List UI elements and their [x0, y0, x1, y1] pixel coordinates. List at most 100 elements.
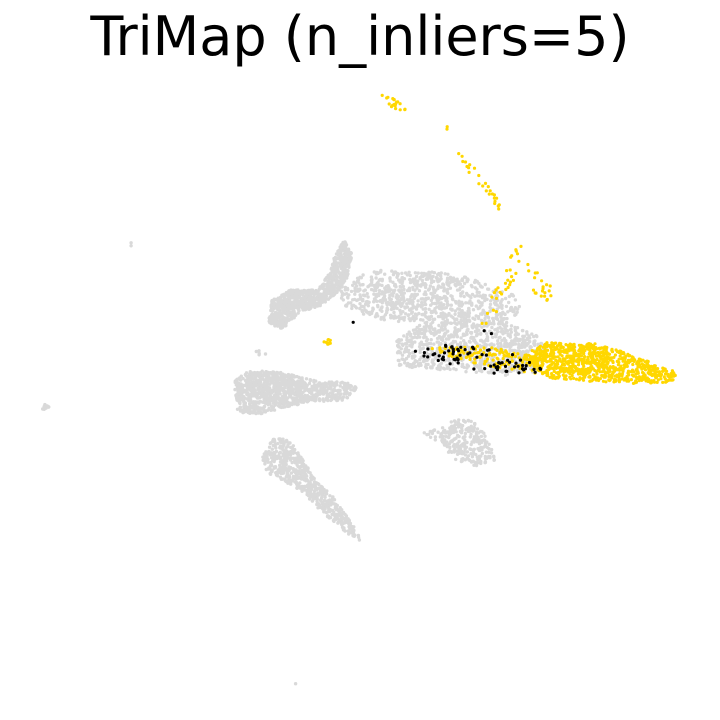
gray-point — [335, 256, 340, 260]
gray-point — [391, 272, 396, 277]
gray-point — [457, 307, 462, 311]
gray-point — [447, 334, 451, 338]
gray-point — [290, 313, 294, 318]
gray-point — [322, 292, 327, 296]
gray-point — [233, 380, 237, 385]
gray-point — [465, 440, 469, 445]
gray-point — [430, 358, 435, 362]
gray-point — [376, 305, 380, 309]
gray-point — [275, 373, 279, 378]
gray-point — [427, 432, 431, 436]
gray-point — [337, 396, 341, 400]
gray-point — [271, 377, 276, 382]
gray-point — [308, 485, 313, 489]
yellow-point — [515, 252, 520, 256]
yellow-point — [593, 342, 597, 346]
gray-point — [300, 383, 304, 387]
gray-point — [415, 292, 420, 297]
gray-point — [339, 261, 343, 266]
gray-point — [454, 457, 458, 462]
gray-point — [474, 463, 479, 468]
gray-point — [402, 334, 406, 338]
gray-point — [378, 308, 382, 312]
gray-point — [332, 286, 336, 290]
gray-point — [268, 441, 272, 446]
gray-point — [263, 352, 268, 356]
yellow-point — [601, 379, 606, 383]
gray-point — [266, 370, 270, 375]
gray-point — [341, 395, 346, 399]
gray-point — [454, 317, 459, 321]
gray-point — [420, 274, 424, 279]
yellow-point — [481, 184, 485, 188]
gray-point — [389, 288, 393, 292]
gray-point — [443, 272, 447, 276]
gray-point — [294, 288, 298, 293]
gray-point — [477, 437, 481, 442]
yellow-point — [391, 97, 395, 101]
gray-point — [476, 447, 480, 451]
gray-point — [367, 311, 372, 315]
gray-point — [472, 435, 476, 439]
gray-point — [479, 461, 483, 466]
gray-point — [440, 431, 444, 436]
yellow-point — [477, 182, 481, 186]
gray-point — [496, 345, 500, 350]
gray-point — [344, 514, 349, 518]
gray-point — [423, 300, 427, 304]
gray-point — [486, 370, 490, 374]
gray-point — [340, 380, 344, 384]
gray-point — [348, 383, 353, 388]
gray-point — [515, 307, 520, 311]
yellow-point — [488, 189, 492, 193]
gray-point — [499, 345, 503, 349]
gray-point — [289, 471, 294, 475]
gray-point — [306, 493, 311, 498]
gray-point — [415, 313, 419, 317]
gray-point — [471, 459, 475, 463]
gray-point — [391, 280, 395, 284]
gray-point — [283, 316, 288, 320]
gray-point — [417, 345, 422, 349]
gray-point — [513, 329, 518, 333]
gray-point — [407, 308, 412, 312]
gray-point — [332, 387, 336, 392]
gray-point — [464, 370, 468, 374]
gray-point — [422, 431, 426, 435]
gray-point — [499, 300, 503, 304]
gray-point — [328, 494, 332, 498]
gray-point — [452, 367, 456, 371]
gray-point — [469, 442, 473, 447]
gray-point — [480, 448, 484, 452]
gray-point — [342, 386, 347, 391]
gray-point — [276, 324, 280, 328]
yellow-point — [514, 249, 518, 253]
gray-point — [265, 396, 269, 400]
gray-point — [45, 404, 49, 408]
gray-point — [353, 292, 357, 296]
gray-point — [300, 457, 304, 461]
gray-point — [417, 327, 421, 331]
gray-point — [505, 329, 510, 333]
gray-point — [436, 286, 440, 291]
gray-point — [336, 521, 340, 525]
gray-point — [264, 467, 268, 472]
yellow-point — [511, 278, 515, 282]
gray-point — [323, 288, 327, 292]
gray-point — [436, 367, 440, 371]
gray-point — [508, 347, 512, 352]
gray-point — [271, 395, 275, 399]
gray-point — [401, 284, 405, 289]
gray-point — [305, 301, 309, 306]
gray-point — [411, 365, 415, 369]
gray-point — [411, 287, 415, 292]
yellow-point — [568, 342, 572, 346]
gray-point — [419, 318, 423, 322]
gray-point — [302, 487, 306, 491]
gray-point — [249, 380, 254, 384]
gray-point — [516, 332, 520, 336]
gray-point — [467, 307, 471, 311]
gray-point — [265, 380, 270, 384]
gray-point — [325, 489, 329, 493]
gray-point — [423, 307, 428, 311]
